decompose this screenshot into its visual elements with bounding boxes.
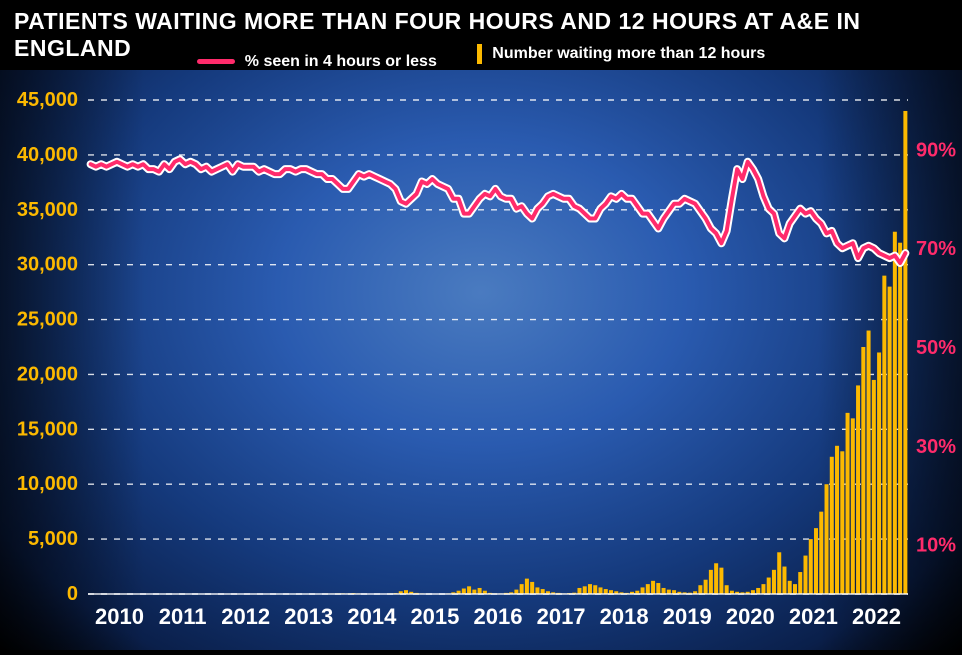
svg-text:2018: 2018 [600,604,649,629]
svg-text:15,000: 15,000 [17,418,78,440]
chart-area: 0 5,000 10,000 15,000 20,000 25,000 30,000 35,0… [0,74,962,650]
legend-bar: Number waiting more than 12 hours [477,44,765,64]
svg-text:50%: 50% [916,337,956,359]
svg-text:0: 0 [67,583,78,605]
svg-text:2021: 2021 [789,604,838,629]
bar-swatch [477,44,482,64]
svg-text:2014: 2014 [347,604,397,629]
legend-line: % seen in 4 hours or less [197,53,437,71]
legend: % seen in 4 hours or less Number waiting… [0,44,962,71]
svg-text:25,000: 25,000 [17,309,78,331]
svg-text:2012: 2012 [221,604,270,629]
svg-text:30%: 30% [916,436,956,458]
svg-text:2013: 2013 [284,604,333,629]
legend-bar-label: Number waiting more than 12 hours [492,45,765,63]
svg-text:2020: 2020 [726,604,775,629]
svg-text:10,000: 10,000 [17,473,78,495]
svg-text:90%: 90% [916,139,956,161]
svg-text:2015: 2015 [410,604,459,629]
svg-text:35,000: 35,000 [17,199,78,221]
svg-text:2011: 2011 [159,604,207,629]
svg-text:10%: 10% [916,535,956,557]
svg-text:2019: 2019 [663,604,712,629]
svg-text:2016: 2016 [474,604,523,629]
svg-text:20,000: 20,000 [17,363,78,385]
chart-svg: 0 5,000 10,000 15,000 20,000 25,000 30,000 35,0… [0,74,962,650]
legend-line-label: % seen in 4 hours or less [245,53,437,71]
svg-text:2022: 2022 [852,604,901,629]
svg-text:5,000: 5,000 [28,528,78,550]
line-swatch [197,59,235,64]
svg-text:70%: 70% [916,238,956,260]
svg-text:40,000: 40,000 [17,144,78,166]
svg-text:30,000: 30,000 [17,254,78,276]
svg-text:2010: 2010 [95,604,144,629]
svg-text:2017: 2017 [537,604,586,629]
svg-text:45,000: 45,000 [17,89,78,111]
